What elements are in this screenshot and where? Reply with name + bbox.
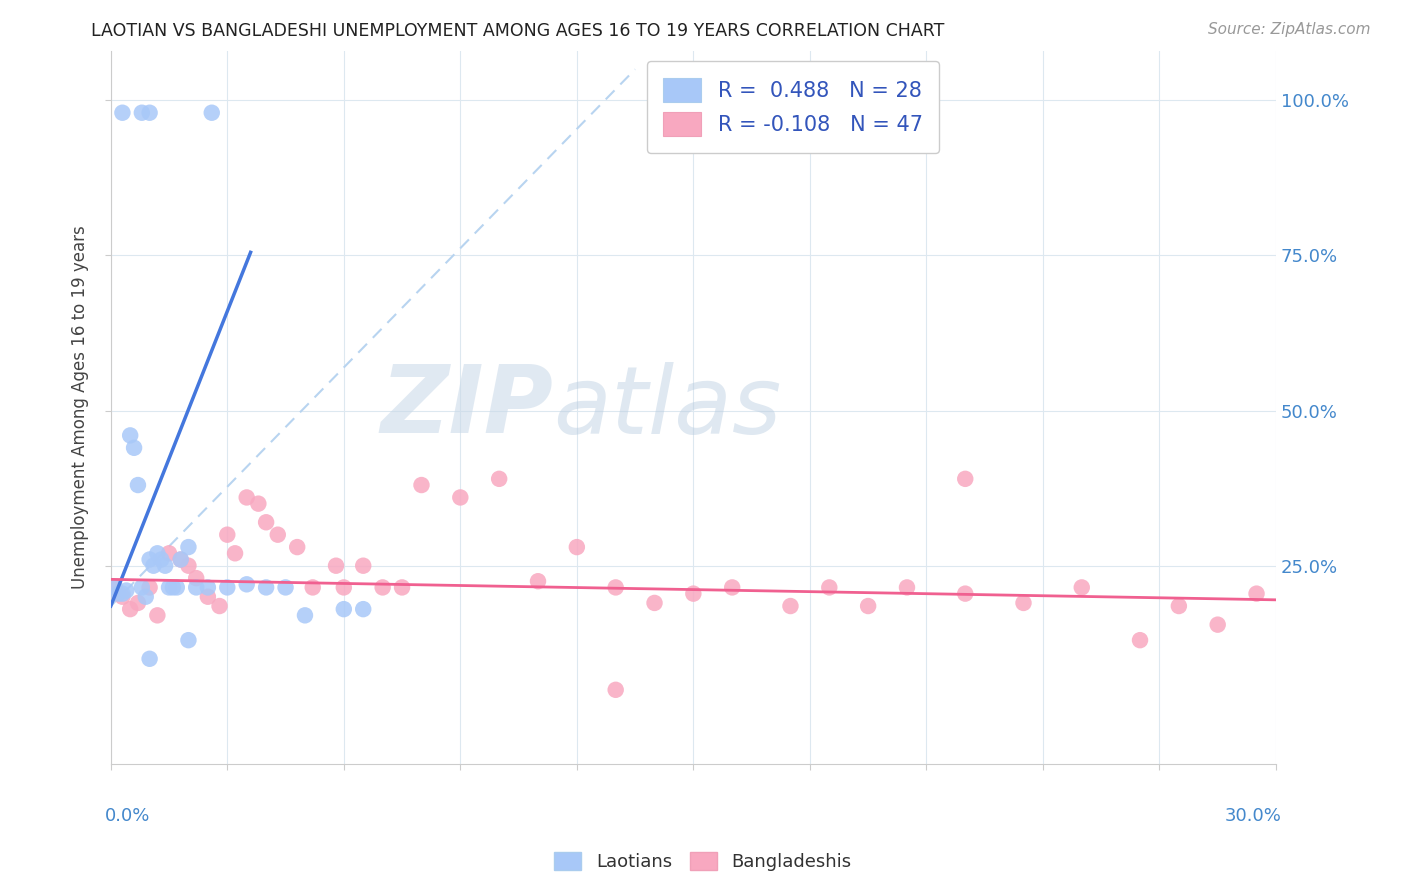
Point [565, 540, 588, 554]
Point [157, 581, 180, 595]
Point [247, 497, 270, 511]
Point [1167, 599, 1189, 613]
Text: Source: ZipAtlas.com: Source: ZipAtlas.com [1208, 22, 1371, 37]
Point [294, 608, 316, 623]
Point [131, 105, 153, 120]
Point [1070, 581, 1092, 595]
Text: ZIP: ZIP [381, 361, 554, 453]
Point [120, 428, 142, 442]
Point [107, 587, 129, 601]
Point [391, 581, 413, 595]
Point [186, 581, 208, 595]
Point [1012, 596, 1035, 610]
Point [1206, 617, 1229, 632]
Point [605, 682, 627, 697]
Point [352, 558, 374, 573]
Point [896, 581, 918, 595]
Point [217, 527, 239, 541]
Point [135, 590, 157, 604]
Point [333, 602, 356, 616]
Point [644, 596, 666, 610]
Point [955, 587, 977, 601]
Point [254, 516, 277, 530]
Text: 30.0%: 30.0% [1225, 807, 1282, 825]
Point [285, 540, 308, 554]
Point [122, 441, 145, 455]
Point [201, 105, 224, 120]
Point [254, 581, 277, 595]
Point [138, 652, 160, 666]
Point [138, 552, 160, 566]
Point [1129, 633, 1152, 648]
Point [170, 552, 193, 566]
Point [150, 552, 173, 566]
Point [127, 478, 149, 492]
Text: atlas: atlas [554, 362, 782, 453]
Point [153, 558, 176, 573]
Point [301, 581, 323, 595]
Point [177, 558, 200, 573]
Point [146, 608, 169, 623]
Point [325, 558, 347, 573]
Legend: R =  0.488   N = 28, R = -0.108   N = 47: R = 0.488 N = 28, R = -0.108 N = 47 [647, 61, 939, 153]
Point [527, 574, 550, 589]
Point [157, 546, 180, 560]
Point [120, 602, 142, 616]
Text: 0.0%: 0.0% [105, 807, 150, 825]
Point [177, 633, 200, 648]
Text: LAOTIAN VS BANGLADESHI UNEMPLOYMENT AMONG AGES 16 TO 19 YEARS CORRELATION CHART: LAOTIAN VS BANGLADESHI UNEMPLOYMENT AMON… [91, 22, 945, 40]
Point [166, 581, 188, 595]
Legend: Laotians, Bangladeshis: Laotians, Bangladeshis [547, 845, 859, 879]
Point [411, 478, 433, 492]
Point [146, 546, 169, 560]
Point [352, 602, 374, 616]
Point [1246, 587, 1268, 601]
Point [721, 581, 744, 595]
Point [235, 491, 257, 505]
Point [682, 587, 704, 601]
Point [208, 599, 231, 613]
Point [488, 472, 510, 486]
Point [111, 587, 134, 601]
Point [217, 581, 239, 595]
Point [142, 558, 165, 573]
Point [333, 581, 356, 595]
Y-axis label: Unemployment Among Ages 16 to 19 years: Unemployment Among Ages 16 to 19 years [72, 226, 89, 590]
Point [104, 581, 127, 595]
Point [111, 105, 134, 120]
Point [267, 527, 290, 541]
Point [856, 599, 879, 613]
Point [224, 546, 246, 560]
Point [779, 599, 801, 613]
Point [127, 596, 149, 610]
Point [111, 590, 134, 604]
Point [186, 571, 208, 585]
Point [955, 472, 977, 486]
Point [115, 583, 138, 598]
Point [138, 105, 160, 120]
Point [235, 577, 257, 591]
Point [274, 581, 297, 595]
Point [138, 581, 160, 595]
Point [162, 581, 184, 595]
Point [371, 581, 394, 595]
Point [197, 581, 219, 595]
Point [449, 491, 471, 505]
Point [818, 581, 841, 595]
Point [131, 581, 153, 595]
Point [197, 590, 219, 604]
Point [104, 581, 127, 595]
Point [170, 552, 193, 566]
Point [177, 540, 200, 554]
Point [605, 581, 627, 595]
